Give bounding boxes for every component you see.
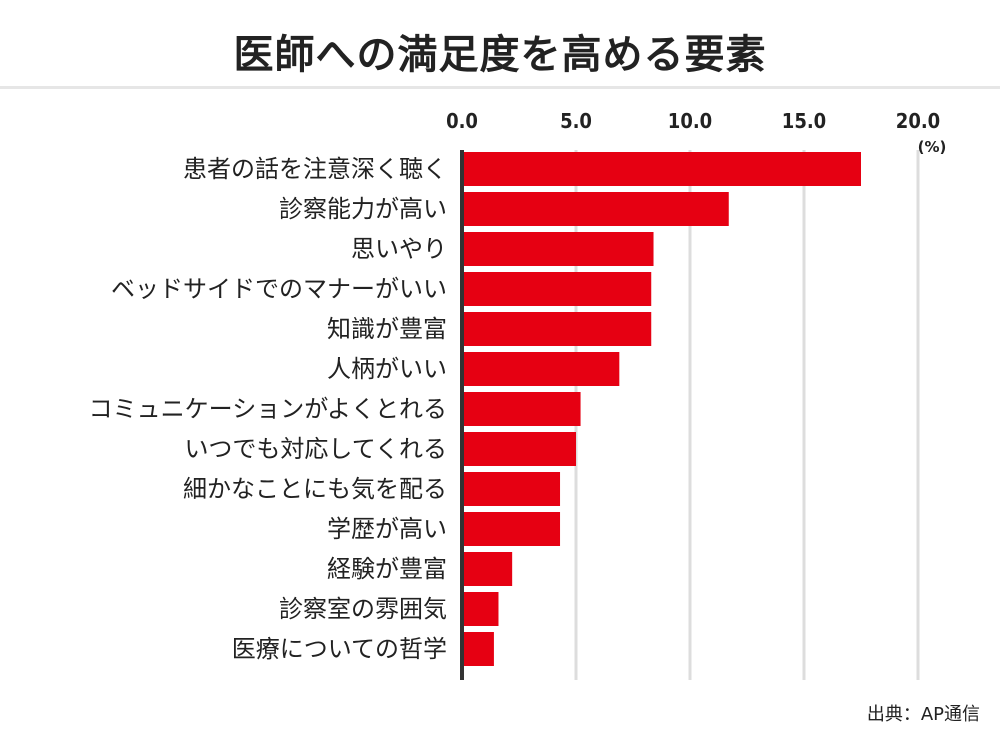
bar [462,192,729,226]
category-label: 思いやり [351,235,447,263]
unit-label: (%) [918,138,947,156]
x-tick-label: 5.0 [560,109,592,133]
title-divider [0,86,1000,89]
category-label: 患者の話を注意深く聴く [183,155,447,183]
chart-title: 医師への満足度を高める要素 [233,32,767,78]
bar [462,352,620,386]
bar [462,312,652,346]
bar [462,552,513,586]
bar [462,232,654,266]
category-label: 医療についての哲学 [232,635,447,663]
category-label: いつでも対応してくれる [184,435,447,463]
source-note: 出典：AP通信 [866,704,980,725]
category-label: 細かなことにも気を配る [183,475,447,503]
category-label: 学歴が高い [327,515,447,543]
bar [462,432,576,466]
bar [462,472,561,506]
category-label: 人柄がいい [327,355,447,383]
bar [462,272,652,306]
x-tick-label: 10.0 [668,109,712,133]
bar [462,152,861,186]
category-label: 経験が豊富 [327,555,447,583]
category-label: 診察室の雰囲気 [279,595,447,623]
x-tick-label: 0.0 [446,109,478,133]
bar [462,592,499,626]
bar [462,632,494,666]
bar [462,392,581,426]
bar [462,512,561,546]
category-label: コミュニケーションがよくとれる [89,395,447,423]
category-label: 知識が豊富 [327,315,447,343]
category-label: 診察能力が高い [279,195,447,223]
category-label: ベッドサイドでのマナーがいい [111,275,447,303]
x-tick-label: 15.0 [782,109,826,133]
x-tick-label: 20.0 [896,109,940,133]
